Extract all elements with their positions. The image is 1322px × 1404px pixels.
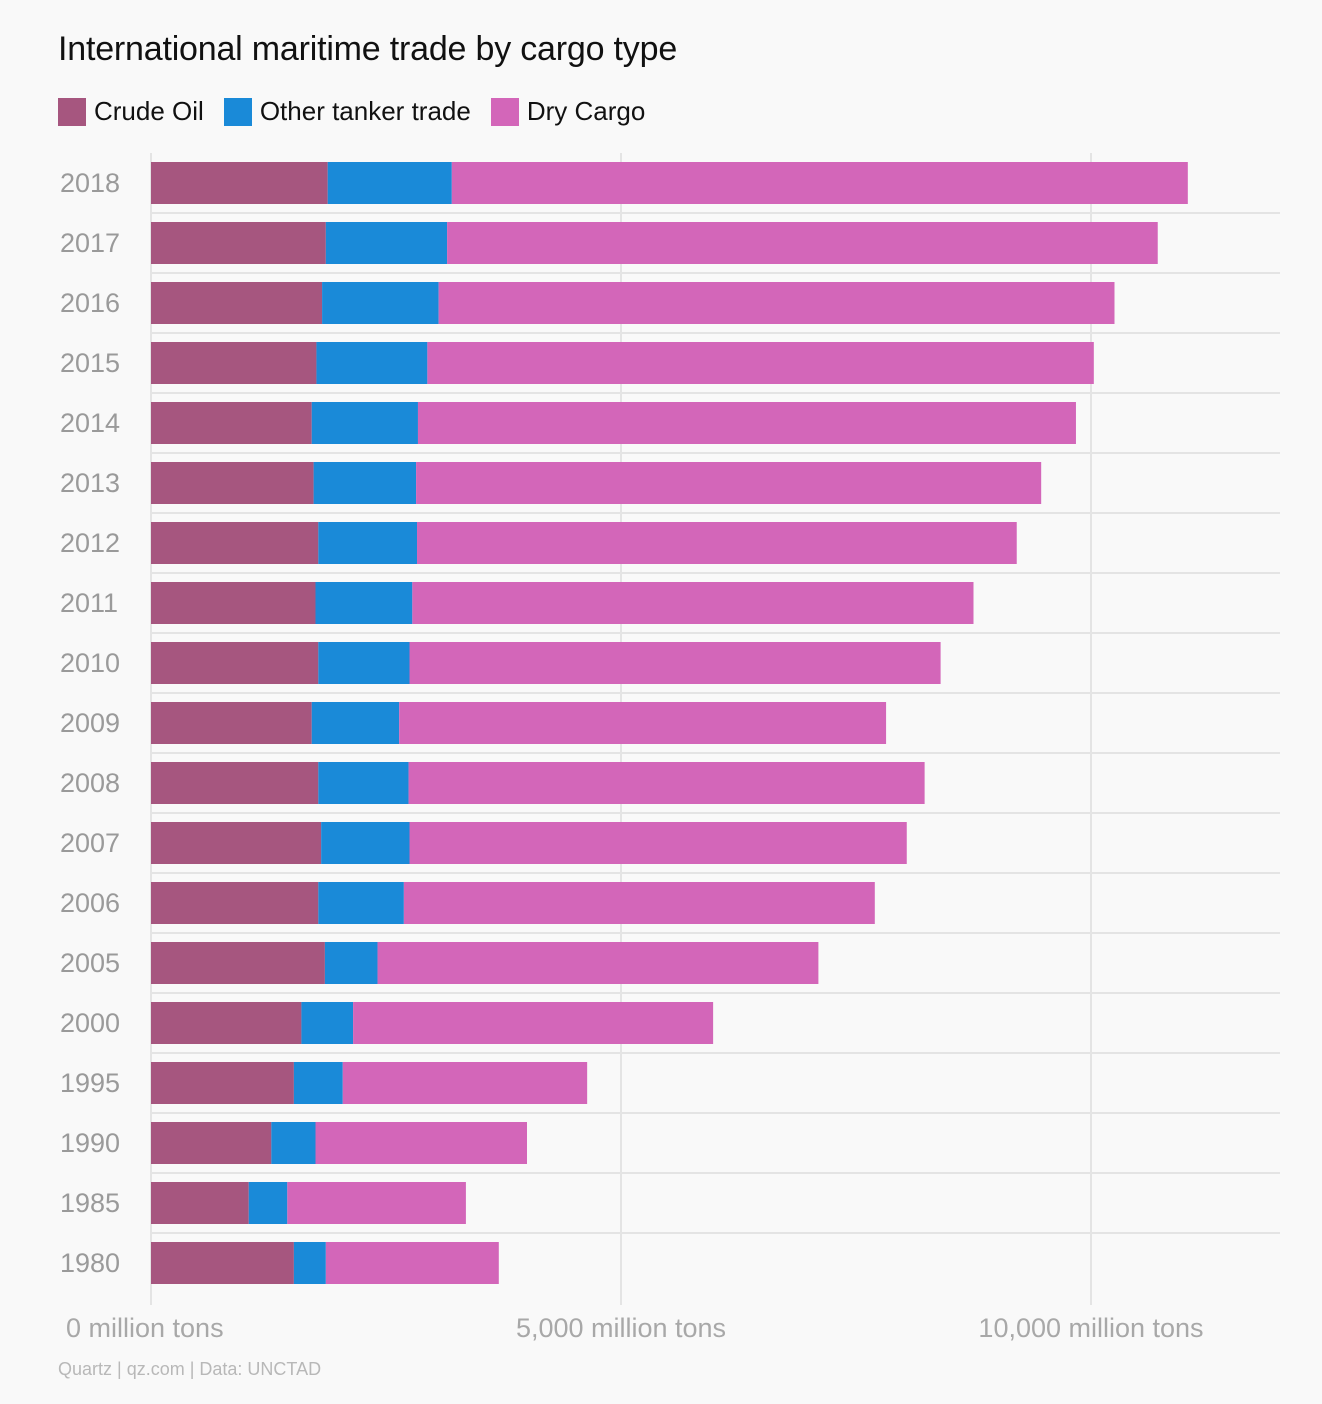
x-tick-label: 5,000 million tons — [516, 1313, 726, 1343]
legend-label-dry-cargo: Dry Cargo — [526, 96, 646, 126]
y-tick-label: 2008 — [60, 768, 120, 798]
bar-crude-oil-2007 — [151, 822, 322, 864]
y-tick-label: 2010 — [60, 648, 120, 678]
legend-swatch-other-tanker-trade — [223, 97, 252, 126]
bar-other-tanker-trade-2007 — [321, 822, 410, 864]
bar-dry-cargo-2013 — [416, 462, 1042, 504]
legend-item-dry-cargo: Dry Cargo — [490, 96, 646, 127]
bar-crude-oil-2006 — [151, 882, 319, 924]
bar-crude-oil-2013 — [151, 462, 314, 504]
bar-crude-oil-1980 — [151, 1242, 294, 1284]
x-tick-label: 0 million tons — [66, 1313, 224, 1343]
bar-dry-cargo-1980 — [325, 1242, 499, 1284]
bar-dry-cargo-2016 — [438, 282, 1115, 324]
y-tick-label: 1985 — [60, 1188, 120, 1218]
source-credit: Quartz | qz.com | Data: UNCTAD — [58, 1359, 322, 1379]
bar-other-tanker-trade-2013 — [313, 462, 417, 504]
y-tick-label: 2000 — [60, 1008, 120, 1038]
y-tick-label: 2015 — [60, 348, 120, 378]
bar-other-tanker-trade-2016 — [322, 282, 439, 324]
bar-other-tanker-trade-2010 — [318, 642, 410, 684]
bar-dry-cargo-2017 — [447, 222, 1158, 264]
bar-crude-oil-2017 — [151, 222, 326, 264]
bar-other-tanker-trade-2008 — [318, 762, 409, 804]
bar-dry-cargo-1995 — [342, 1062, 588, 1104]
bar-other-tanker-trade-2018 — [327, 162, 452, 204]
bar-dry-cargo-2000 — [353, 1002, 714, 1044]
bar-dry-cargo-2008 — [408, 762, 925, 804]
bar-dry-cargo-1985 — [287, 1182, 466, 1224]
bar-other-tanker-trade-2017 — [325, 222, 448, 264]
y-tick-label: 2011 — [60, 588, 118, 618]
bar-dry-cargo-2009 — [399, 702, 887, 744]
y-tick-label: 2017 — [60, 228, 120, 258]
bar-dry-cargo-2012 — [417, 522, 1017, 564]
y-tick-label: 2016 — [60, 288, 120, 318]
bar-other-tanker-trade-1985 — [248, 1182, 288, 1224]
legend-label-crude-oil: Crude Oil — [94, 96, 204, 126]
y-tick-label: 2005 — [60, 948, 120, 978]
y-tick-label: 2018 — [60, 168, 120, 198]
bar-crude-oil-2014 — [151, 402, 312, 444]
bar-crude-oil-2000 — [151, 1002, 302, 1044]
bar-dry-cargo-2007 — [409, 822, 907, 864]
legend-label-other-tanker-trade: Other tanker trade — [259, 96, 471, 126]
bar-crude-oil-2011 — [151, 582, 316, 624]
legend-swatch-crude-oil — [58, 97, 86, 126]
bar-other-tanker-trade-2015 — [316, 342, 428, 384]
legend-item-crude-oil: Crude Oil — [58, 96, 204, 127]
bar-other-tanker-trade-2009 — [311, 702, 400, 744]
x-tick-label: 10,000 million tons — [978, 1313, 1203, 1343]
legend-item-other-tanker-trade: Other tanker trade — [223, 96, 471, 127]
y-tick-label: 1990 — [60, 1128, 120, 1158]
bar-dry-cargo-2011 — [412, 582, 974, 624]
y-tick-label: 2009 — [60, 708, 120, 738]
y-tick-label: 1995 — [60, 1068, 120, 1098]
bar-other-tanker-trade-2012 — [318, 522, 418, 564]
y-tick-label: 2014 — [60, 408, 120, 438]
y-tick-label: 1980 — [60, 1248, 120, 1278]
bar-dry-cargo-2006 — [403, 882, 875, 924]
chart-title: International maritime trade by cargo ty… — [58, 30, 678, 68]
bar-other-tanker-trade-1995 — [293, 1062, 343, 1104]
bar-other-tanker-trade-2011 — [315, 582, 413, 624]
y-tick-label: 2013 — [60, 468, 120, 498]
bar-dry-cargo-2014 — [417, 402, 1076, 444]
bar-other-tanker-trade-2014 — [311, 402, 418, 444]
bar-other-tanker-trade-1980 — [293, 1242, 326, 1284]
bar-crude-oil-1990 — [151, 1122, 272, 1164]
bar-crude-oil-2010 — [151, 642, 319, 684]
legend-swatch-dry-cargo — [490, 97, 519, 126]
bar-crude-oil-2009 — [151, 702, 312, 744]
bar-other-tanker-trade-2006 — [318, 882, 404, 924]
bar-dry-cargo-2010 — [409, 642, 941, 684]
bar-dry-cargo-2015 — [427, 342, 1094, 384]
bar-other-tanker-trade-2000 — [301, 1002, 354, 1044]
bar-crude-oil-2016 — [151, 282, 323, 324]
bar-dry-cargo-2018 — [451, 162, 1188, 204]
bar-crude-oil-1985 — [151, 1182, 249, 1224]
bar-crude-oil-2005 — [151, 942, 325, 984]
chart-legend: Crude Oil Other tanker trade Dry Cargo — [58, 96, 665, 127]
bar-crude-oil-2018 — [151, 162, 328, 204]
y-tick-label: 2012 — [60, 528, 120, 558]
bar-dry-cargo-2005 — [377, 942, 819, 984]
bar-crude-oil-2008 — [151, 762, 319, 804]
bar-other-tanker-trade-1990 — [271, 1122, 316, 1164]
y-tick-label: 2007 — [60, 828, 120, 858]
bar-crude-oil-1995 — [151, 1062, 294, 1104]
bar-other-tanker-trade-2005 — [324, 942, 378, 984]
bar-dry-cargo-1990 — [315, 1122, 527, 1164]
y-tick-label: 2006 — [60, 888, 120, 918]
bar-crude-oil-2015 — [151, 342, 317, 384]
bar-crude-oil-2012 — [151, 522, 319, 564]
